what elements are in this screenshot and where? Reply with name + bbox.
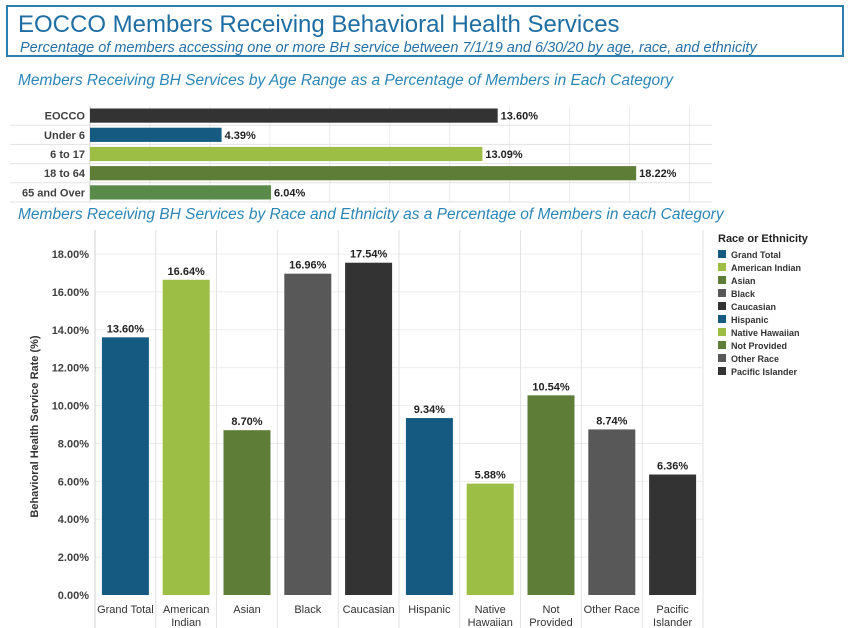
race-ethnicity-bar-chart: 0.00% 2.00% 4.00% 6.00% 8.00% 10.00% 12.00% 14.… bbox=[29, 230, 809, 628]
legend-item: Grand Total bbox=[731, 250, 781, 260]
x-tick-label: Black bbox=[294, 604, 321, 616]
bar bbox=[90, 127, 222, 142]
legend-swatch bbox=[718, 328, 726, 336]
legend-swatch bbox=[718, 302, 726, 310]
value-label: 13.09% bbox=[485, 149, 523, 161]
bar bbox=[162, 279, 210, 595]
legend-swatch bbox=[718, 289, 726, 297]
bar bbox=[466, 483, 514, 595]
legend-title: Race or Ethnicity bbox=[718, 233, 809, 245]
bar bbox=[649, 474, 697, 595]
x-tick-label: Grand Total bbox=[97, 604, 154, 616]
category-label: 6 to 17 bbox=[50, 149, 85, 161]
legend-item: Black bbox=[731, 289, 756, 299]
y-axis-title: Behavioral Health Service Rate (%) bbox=[29, 335, 41, 518]
y-tick-label: 6.00% bbox=[58, 476, 89, 488]
category-label: 65 and Over bbox=[22, 187, 86, 199]
legend-swatch bbox=[718, 354, 726, 362]
legend-item: Not Provided bbox=[731, 341, 787, 351]
bar bbox=[527, 395, 575, 595]
legend-item: American Indian bbox=[731, 263, 801, 273]
x-tick-label: Not bbox=[542, 604, 559, 616]
value-label: 16.64% bbox=[168, 266, 206, 278]
legend-swatch bbox=[718, 367, 726, 375]
legend-item: Asian bbox=[731, 276, 756, 286]
legend-item: Caucasian bbox=[731, 302, 776, 312]
bar bbox=[588, 429, 636, 595]
value-label: 13.60% bbox=[501, 111, 539, 123]
header-box: EOCCO Members Receiving Behavioral Healt… bbox=[6, 5, 844, 57]
category-label: 18 to 64 bbox=[44, 168, 86, 180]
value-label: 16.96% bbox=[289, 260, 327, 272]
x-tick-label: Asian bbox=[233, 604, 261, 616]
bar bbox=[101, 337, 149, 595]
value-label: 17.54% bbox=[350, 249, 388, 261]
value-label: 8.70% bbox=[231, 416, 262, 428]
value-label: 8.74% bbox=[596, 415, 627, 427]
race-chart-title: Members Receiving BH Services by Race an… bbox=[18, 206, 724, 223]
x-tick-label: Hawaiian bbox=[468, 617, 513, 628]
bar bbox=[284, 273, 332, 595]
bar bbox=[405, 418, 453, 595]
y-tick-label: 12.00% bbox=[52, 363, 90, 375]
bar bbox=[345, 262, 393, 595]
y-tick-label: 4.00% bbox=[58, 514, 89, 526]
y-tick-label: 14.00% bbox=[52, 325, 90, 337]
y-tick-label: 16.00% bbox=[52, 287, 90, 299]
value-label: 9.34% bbox=[414, 404, 445, 416]
legend-swatch bbox=[718, 341, 726, 349]
age-chart-title: Members Receiving BH Services by Age Ran… bbox=[18, 72, 674, 89]
bar bbox=[90, 166, 637, 181]
legend-swatch bbox=[718, 276, 726, 284]
value-label: 13.60% bbox=[107, 323, 145, 335]
y-tick-label: 18.00% bbox=[52, 249, 90, 261]
legend-item: Pacific Islander bbox=[731, 367, 798, 377]
category-label: Under 6 bbox=[44, 130, 85, 142]
x-tick-label: Hispanic bbox=[408, 604, 451, 616]
page-subtitle: Percentage of members accessing one or m… bbox=[20, 40, 757, 56]
value-label: 5.88% bbox=[475, 470, 506, 482]
value-label: 6.04% bbox=[274, 187, 305, 199]
bar bbox=[223, 430, 271, 595]
x-tick-label: American bbox=[163, 604, 209, 616]
legend-item: Hispanic bbox=[731, 315, 769, 325]
y-tick-label: 8.00% bbox=[58, 438, 89, 450]
legend-swatch bbox=[718, 250, 726, 258]
x-tick-label: Islander bbox=[653, 617, 692, 628]
x-tick-label: Caucasian bbox=[343, 604, 395, 616]
value-label: 4.39% bbox=[225, 130, 256, 142]
value-label: 18.22% bbox=[639, 168, 677, 180]
y-tick-label: 10.00% bbox=[52, 401, 90, 413]
x-tick-label: Other Race bbox=[584, 604, 640, 616]
legend-swatch bbox=[718, 263, 726, 271]
x-tick-label: Indian bbox=[171, 617, 201, 628]
legend-item: Other Race bbox=[731, 354, 779, 364]
value-label: 10.54% bbox=[532, 381, 570, 393]
bar bbox=[90, 108, 498, 123]
y-tick-label: 2.00% bbox=[58, 552, 89, 564]
legend-swatch bbox=[718, 315, 726, 323]
bar bbox=[90, 185, 272, 200]
age-range-bar-chart: EOCCO 13.60% Under 6 4.39% 6 to 17 13.09% 18 t… bbox=[10, 106, 712, 203]
x-tick-label: Native bbox=[475, 604, 506, 616]
page-title: EOCCO Members Receiving Behavioral Healt… bbox=[18, 11, 620, 38]
bar bbox=[90, 146, 483, 162]
x-tick-label: Provided bbox=[529, 617, 572, 628]
value-label: 6.36% bbox=[657, 461, 688, 473]
category-label: EOCCO bbox=[45, 111, 86, 123]
legend-item: Native Hawaiian bbox=[731, 328, 800, 338]
x-tick-label: Pacific bbox=[656, 604, 689, 616]
y-tick-label: 0.00% bbox=[58, 590, 89, 602]
